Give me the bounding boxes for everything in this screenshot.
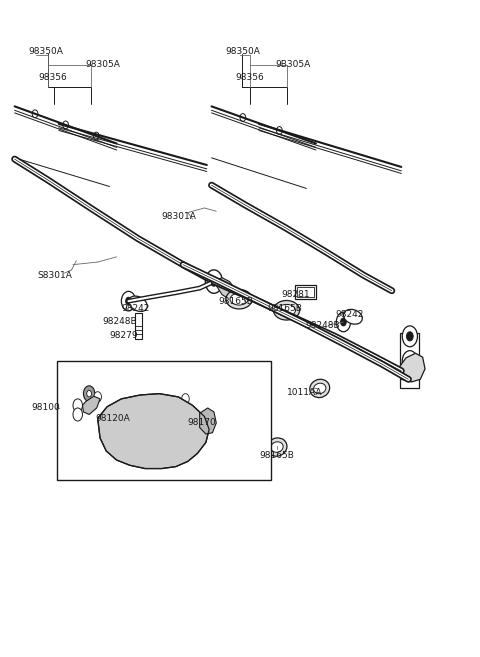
Text: 98165B: 98165B — [259, 451, 294, 460]
Ellipse shape — [274, 300, 300, 320]
Ellipse shape — [226, 290, 252, 309]
Circle shape — [407, 332, 413, 341]
Circle shape — [121, 291, 136, 311]
Ellipse shape — [230, 293, 248, 305]
Circle shape — [94, 132, 99, 140]
Text: 98281: 98281 — [282, 290, 311, 299]
Text: 98356: 98356 — [38, 73, 67, 82]
Ellipse shape — [267, 438, 287, 456]
Text: 98350A: 98350A — [226, 47, 261, 56]
Text: 98301A: 98301A — [162, 212, 197, 221]
Circle shape — [32, 110, 38, 118]
Circle shape — [94, 392, 101, 402]
Text: 98242: 98242 — [335, 309, 363, 319]
Text: 98248B: 98248B — [102, 317, 137, 327]
Text: 98279: 98279 — [109, 330, 138, 340]
Circle shape — [402, 351, 418, 371]
Circle shape — [73, 399, 83, 412]
Bar — [295, 285, 316, 299]
Ellipse shape — [277, 304, 296, 316]
Bar — [57, 361, 271, 480]
Text: 9B305A: 9B305A — [276, 60, 311, 69]
Polygon shape — [97, 394, 209, 468]
Circle shape — [407, 357, 413, 366]
Circle shape — [84, 386, 95, 401]
Text: 98120A: 98120A — [96, 414, 130, 423]
Polygon shape — [200, 408, 216, 434]
Circle shape — [211, 277, 217, 286]
Ellipse shape — [271, 442, 283, 452]
Ellipse shape — [310, 379, 330, 397]
Circle shape — [181, 394, 189, 404]
Ellipse shape — [344, 309, 362, 324]
Text: 98248B: 98248B — [305, 321, 340, 330]
Text: 98165B: 98165B — [267, 304, 302, 313]
Bar — [297, 287, 313, 297]
Circle shape — [240, 114, 246, 122]
Text: 98100: 98100 — [31, 403, 60, 413]
Circle shape — [87, 390, 92, 397]
Circle shape — [138, 410, 167, 449]
Circle shape — [402, 326, 418, 347]
Circle shape — [336, 312, 350, 332]
Text: 98305A: 98305A — [86, 60, 120, 69]
Circle shape — [63, 121, 69, 129]
Circle shape — [145, 420, 159, 440]
Circle shape — [341, 318, 346, 326]
Text: 98242: 98242 — [121, 304, 150, 313]
Ellipse shape — [129, 296, 147, 311]
Circle shape — [73, 408, 83, 421]
Polygon shape — [399, 353, 425, 382]
Circle shape — [276, 127, 282, 135]
Text: 98170: 98170 — [188, 419, 216, 428]
Text: 98165B: 98165B — [219, 297, 253, 306]
Text: 1011AA: 1011AA — [287, 388, 322, 397]
Ellipse shape — [313, 383, 326, 394]
Text: S8301A: S8301A — [37, 271, 72, 280]
Text: 98356: 98356 — [235, 73, 264, 82]
Bar — [135, 313, 142, 339]
Bar — [400, 333, 420, 388]
Polygon shape — [214, 278, 236, 299]
Circle shape — [205, 270, 222, 293]
Circle shape — [126, 297, 132, 305]
Text: 98350A: 98350A — [29, 47, 64, 56]
Polygon shape — [83, 396, 100, 415]
